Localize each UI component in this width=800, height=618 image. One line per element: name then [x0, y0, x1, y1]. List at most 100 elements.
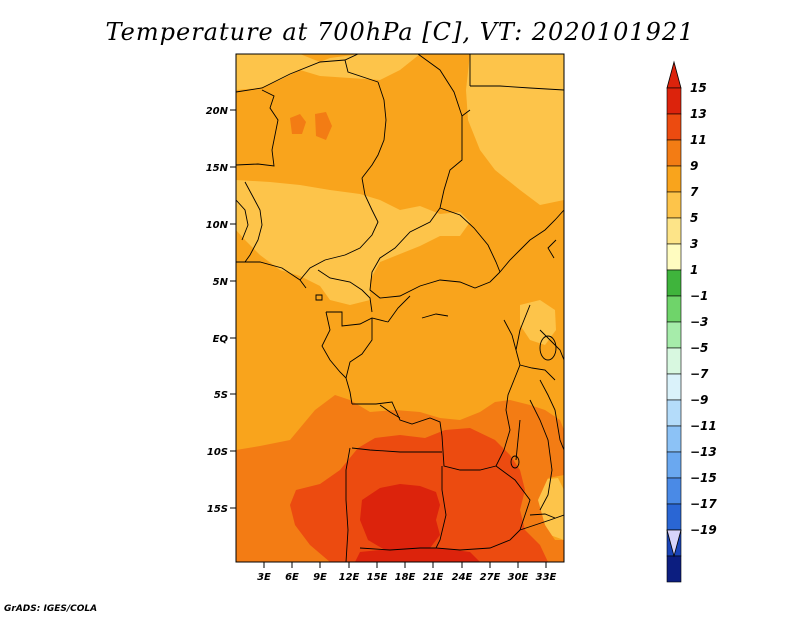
lat-label: EQ	[213, 334, 229, 345]
border-segment	[299, 177, 379, 281]
lake-outline	[510, 455, 520, 469]
border-segment	[529, 399, 553, 511]
colorbar-under-triangle	[666, 529, 682, 558]
colorbar-label: 11	[690, 133, 707, 147]
colorbar-segment	[666, 399, 682, 427]
colorbar-label: 9	[690, 159, 698, 173]
lake-outline	[515, 419, 521, 461]
border-segment	[499, 209, 564, 273]
border-segment	[345, 318, 373, 379]
colorbar-segment	[666, 503, 682, 531]
colorbar-label: 3	[690, 237, 698, 251]
colorbar-segment	[666, 113, 682, 141]
colorbar-segment	[666, 165, 682, 193]
lake-outline	[315, 294, 323, 301]
lon-label: 9E	[313, 572, 327, 583]
colorbar-segment	[666, 477, 682, 505]
country-borders	[236, 54, 564, 562]
colorbar-label: −1	[690, 289, 708, 303]
border-segment	[547, 239, 557, 259]
colorbar-segment	[666, 295, 682, 323]
colorbar: 15 13 11 9 7 5 3 1 −1 −3 −5 −7 −9 −11 −13 −15 −17 −19	[666, 60, 717, 583]
credit-text: GrADS: IGES/COLA	[4, 604, 98, 614]
colorbar-segment	[666, 87, 682, 115]
colorbar-label: 1	[690, 263, 698, 277]
lat-label: 5S	[214, 390, 228, 401]
border-segment	[244, 181, 263, 263]
border-segment	[361, 81, 387, 179]
border-segment	[236, 54, 359, 93]
lon-label: 33E	[536, 572, 557, 583]
border-segment	[352, 401, 443, 437]
border-segment	[321, 311, 353, 405]
border-segment	[369, 207, 501, 299]
colorbar-label: 5	[690, 211, 698, 225]
band-11-13-patch-north-2	[315, 112, 332, 140]
border-segment	[317, 269, 373, 313]
border-segment	[495, 349, 521, 467]
border-segment	[236, 261, 307, 289]
border-segment	[236, 199, 249, 241]
colorbar-labels: 15 13 11 9 7 5 3 1 −1 −3 −5 −7 −9 −11 −13 −15 −17 −19	[690, 81, 717, 537]
band-15-plus	[360, 484, 440, 552]
border-segment	[503, 319, 517, 351]
colorbar-segment	[666, 425, 682, 453]
longitude-axis: 3E 6E 9E 12E 15E 18E 21E 24E 27E 30E 33E	[257, 562, 557, 583]
colorbar-label: −11	[690, 419, 717, 433]
band-7-9-north	[236, 54, 420, 90]
border-segment	[539, 379, 564, 451]
lon-label: 3E	[257, 572, 271, 583]
border-segment	[236, 89, 279, 167]
border-segment	[345, 447, 351, 562]
lat-label: 20N	[206, 106, 229, 117]
band-7-9-central	[236, 180, 470, 305]
colorbar-over-triangle	[666, 60, 682, 89]
colorbar-label: −17	[690, 497, 717, 511]
colorbar-label: −3	[690, 315, 708, 329]
lake-outline	[421, 313, 449, 319]
band-7-9-east	[520, 300, 556, 345]
border-segment	[441, 435, 497, 471]
border-segment	[379, 404, 401, 419]
lat-label: 10S	[207, 447, 228, 458]
band-7-9-southeast	[535, 478, 564, 540]
border-segment	[495, 465, 531, 531]
lat-label: 5N	[213, 277, 229, 288]
border-segment	[439, 116, 463, 209]
lon-label: 18E	[395, 572, 416, 583]
temperature-field	[236, 54, 564, 562]
colorbar-label: 7	[690, 185, 699, 199]
colorbar-label: 13	[690, 107, 707, 121]
colorbar-segments	[666, 87, 682, 583]
border-segment	[387, 295, 411, 323]
lon-label: 30E	[508, 572, 529, 583]
border-segment	[359, 547, 436, 551]
lon-label: 6E	[285, 572, 299, 583]
lat-label: 15S	[207, 504, 228, 515]
band-7-9-northeast	[466, 54, 564, 205]
lake-outline	[539, 335, 557, 361]
colorbar-label: −7	[690, 367, 709, 381]
lat-label: 15N	[206, 163, 229, 174]
border-segment	[326, 311, 389, 327]
colorbar-label: −19	[690, 523, 717, 537]
colorbar-segment	[666, 321, 682, 349]
colorbar-segment	[666, 269, 682, 297]
border-segment	[515, 304, 531, 351]
lon-label: 15E	[367, 572, 388, 583]
lon-label: 27E	[480, 572, 501, 583]
colorbar-label: 15	[690, 81, 707, 95]
band-11-13-patch-north	[290, 114, 306, 134]
colorbar-label: −5	[690, 341, 708, 355]
border-segment	[351, 447, 442, 453]
colorbar-segment	[666, 191, 682, 219]
colorbar-segment	[666, 243, 682, 271]
chart-title: Temperature at 700hPa [C], VT: 202010192…	[105, 18, 695, 46]
border-segment	[461, 109, 471, 117]
lon-label: 21E	[423, 572, 444, 583]
map-frame	[235, 53, 565, 563]
colorbar-label: −9	[690, 393, 708, 407]
colorbar-segment	[666, 139, 682, 167]
border-segment	[439, 207, 501, 273]
